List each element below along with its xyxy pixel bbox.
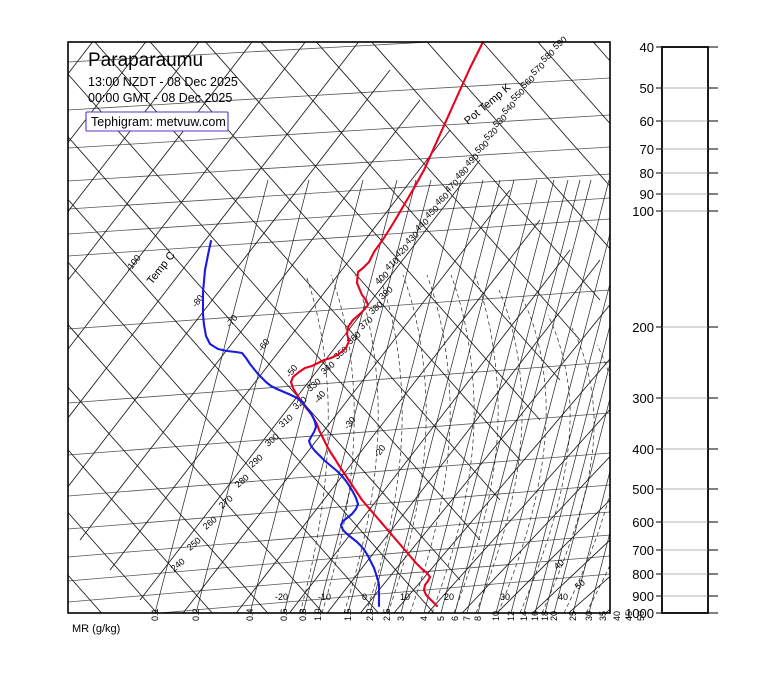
svg-text:0: 0 — [362, 592, 367, 602]
svg-text:10: 10 — [400, 592, 410, 602]
svg-text:400: 400 — [632, 442, 654, 457]
svg-text:500: 500 — [632, 482, 654, 497]
svg-text:1000: 1000 — [625, 606, 654, 621]
mixing-ratio-group — [154, 179, 610, 613]
svg-text:2.0: 2.0 — [365, 608, 375, 621]
utc-time: 00:00 GMT - 08 Dec 2025 — [88, 91, 232, 105]
svg-text:0.4: 0.4 — [245, 608, 255, 621]
svg-text:900: 900 — [632, 589, 654, 604]
svg-text:3: 3 — [396, 616, 406, 621]
mixing-ratio-tick-labels: 0.1 0.2 0.4 0.6 0.8 1.0 1.5 2.0 2.5 3 4 … — [150, 608, 646, 621]
svg-text:0.6: 0.6 — [279, 608, 289, 621]
credit-label: Tephigram: metvuw.com — [91, 115, 226, 129]
svg-text:700: 700 — [632, 543, 654, 558]
svg-text:40: 40 — [558, 592, 568, 602]
credit-badge[interactable] — [85, 111, 229, 132]
svg-text:10: 10 — [491, 611, 501, 621]
svg-text:600: 600 — [632, 515, 654, 530]
svg-text:0.2: 0.2 — [191, 608, 201, 621]
svg-text:300: 300 — [632, 391, 654, 406]
svg-text:7: 7 — [462, 616, 472, 621]
svg-text:6: 6 — [450, 616, 460, 621]
svg-text:-20: -20 — [275, 592, 288, 602]
dewpoint-trace — [201, 239, 381, 608]
saturated-adiabat-labels: 40 50 — [552, 557, 587, 591]
svg-text:90: 90 — [640, 187, 654, 202]
svg-text:40: 40 — [552, 557, 566, 571]
svg-text:100: 100 — [632, 204, 654, 219]
wind-barb-panel[interactable] — [661, 46, 718, 614]
svg-text:200: 200 — [632, 320, 654, 335]
svg-text:12: 12 — [506, 611, 516, 621]
local-time: 13:00 NZDT - 08 Dec 2025 — [88, 75, 238, 89]
svg-text:18: 18 — [540, 611, 550, 621]
pressure-tick-labels: 40 50 60 70 80 90 100 200 300 400 500 60… — [625, 40, 654, 621]
pressure-axis: 40 50 60 70 80 90 100 200 300 400 500 60… — [625, 40, 666, 621]
svg-text:70: 70 — [640, 142, 654, 157]
saturated-adiabat-group — [299, 274, 610, 613]
wind-panel-tick-marks — [708, 46, 718, 614]
svg-text:35: 35 — [598, 611, 608, 621]
svg-text:30: 30 — [500, 592, 510, 602]
wind-panel-gridlines — [662, 87, 708, 597]
svg-text:16: 16 — [530, 611, 540, 621]
svg-text:4: 4 — [419, 616, 429, 621]
svg-text:0.1: 0.1 — [150, 608, 160, 621]
mixing-ratio-axis-title: MR (g/kg) — [72, 623, 120, 635]
svg-text:80: 80 — [640, 166, 654, 181]
svg-text:1.0: 1.0 — [313, 608, 323, 621]
svg-text:30: 30 — [584, 611, 594, 621]
title-block: Paraparaumu 13:00 NZDT - 08 Dec 2025 00:… — [85, 50, 238, 132]
svg-text:1.5: 1.5 — [343, 608, 353, 621]
svg-text:50: 50 — [573, 577, 587, 591]
svg-text:40: 40 — [640, 40, 654, 55]
svg-text:-10: -10 — [318, 592, 331, 602]
svg-text:0.8: 0.8 — [298, 608, 308, 621]
svg-text:50: 50 — [636, 611, 646, 621]
plot-frame — [67, 41, 611, 614]
svg-text:40: 40 — [612, 611, 622, 621]
svg-text:14: 14 — [519, 611, 529, 621]
plot-background — [68, 42, 610, 613]
svg-text:5: 5 — [436, 616, 446, 621]
svg-text:45: 45 — [624, 611, 634, 621]
station-name: Paraparaumu — [88, 50, 203, 71]
svg-text:2.5: 2.5 — [382, 608, 392, 621]
wind-panel-frame — [661, 46, 709, 614]
svg-text:8: 8 — [473, 616, 483, 621]
svg-text:20: 20 — [444, 592, 454, 602]
svg-text:50: 50 — [640, 81, 654, 96]
svg-text:60: 60 — [640, 114, 654, 129]
svg-text:25: 25 — [568, 611, 578, 621]
svg-text:20: 20 — [549, 611, 559, 621]
svg-text:800: 800 — [632, 567, 654, 582]
